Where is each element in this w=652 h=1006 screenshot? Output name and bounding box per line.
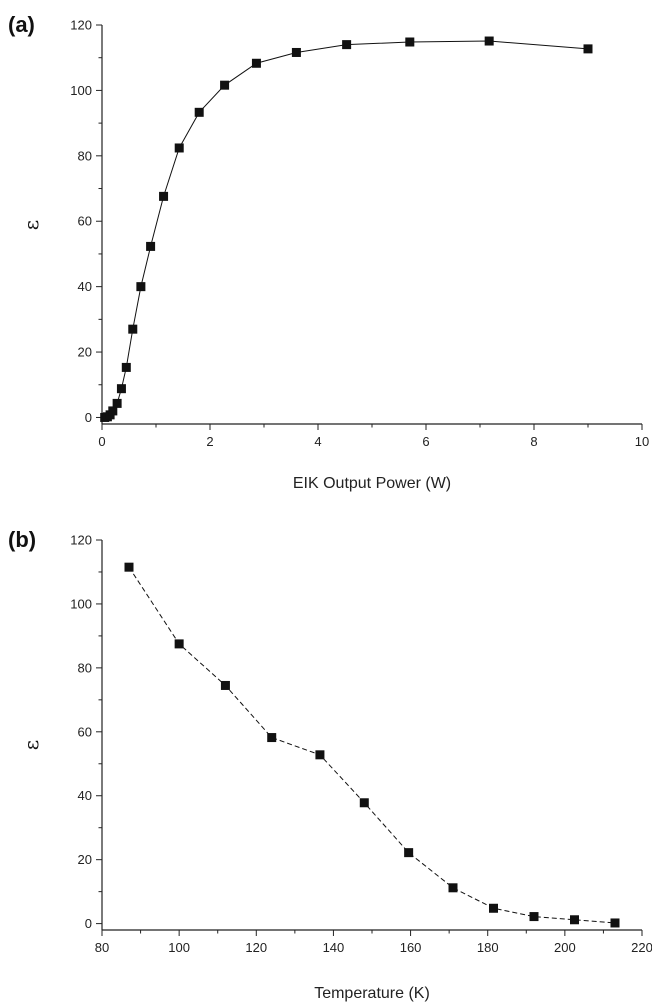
data-point-b <box>489 903 498 913</box>
data-point-b <box>448 883 458 893</box>
data-point-a <box>112 398 122 408</box>
x-tick-label-a: 10 <box>635 434 649 449</box>
y-axis-title-a: ε <box>19 220 43 230</box>
y-tick-label-a: 80 <box>78 148 92 163</box>
data-point-a <box>484 36 494 46</box>
x-tick-label-b: 140 <box>323 940 345 955</box>
chart-panel-b: (b) 80 100 120 140 160 180 200 220 0 20 40 60 80 100 1… <box>8 527 652 1002</box>
y-tick-label-a: 120 <box>70 18 92 33</box>
x-tick-label-b: 80 <box>95 940 109 955</box>
data-point-a <box>251 58 261 68</box>
plot-area-b: 80 100 120 140 160 180 200 220 0 20 40 60 80 100 120 <box>70 533 652 956</box>
data-point-b <box>359 798 369 808</box>
data-point-a <box>291 47 301 57</box>
x-tick-label-b: 200 <box>554 940 576 955</box>
data-point-a <box>146 241 156 251</box>
y-tick-label-a: 40 <box>78 279 92 294</box>
y-tick-label-a: 100 <box>70 83 92 98</box>
data-point-a <box>116 384 126 394</box>
x-tick-label-b: 100 <box>168 940 190 955</box>
y-tick-label-b: 60 <box>78 724 92 739</box>
x-tick-label-b: 120 <box>245 940 267 955</box>
y-tick-label-b: 120 <box>70 533 92 548</box>
x-axis-title-a: EIK Output Power (W) <box>293 475 451 492</box>
y-tick-label-a: 60 <box>78 214 92 229</box>
data-point-a <box>121 362 131 372</box>
series-line-a <box>104 40 589 418</box>
x-tick-label-a: 6 <box>422 434 429 449</box>
data-point-b <box>267 733 277 743</box>
data-point-b <box>124 562 134 572</box>
data-point-a <box>128 324 138 334</box>
y-axis-title-b: ε <box>19 740 43 750</box>
data-point-b <box>315 750 325 760</box>
data-point-b <box>570 915 579 925</box>
data-point-b <box>529 912 539 922</box>
panel-label-b: (b) <box>8 527 36 552</box>
x-tick-label-a: 2 <box>206 434 213 449</box>
x-tick-label-b: 160 <box>400 940 422 955</box>
x-tick-label-a: 0 <box>98 434 105 449</box>
data-point-b <box>220 680 230 690</box>
x-tick-label-a: 8 <box>530 434 537 449</box>
data-point-b <box>610 918 620 928</box>
x-axis-title-b: Temperature (K) <box>314 985 430 1002</box>
y-tick-label-a: 0 <box>85 410 92 425</box>
data-point-a <box>159 191 169 201</box>
data-point-a <box>136 282 146 292</box>
data-point-a <box>583 44 593 54</box>
panel-label-a: (a) <box>8 12 35 37</box>
data-point-a <box>108 406 118 416</box>
data-point-a <box>174 143 184 153</box>
data-point-a <box>405 37 415 47</box>
y-tick-label-b: 100 <box>70 596 92 611</box>
y-tick-label-b: 40 <box>78 788 92 803</box>
y-tick-label-b: 80 <box>78 660 92 675</box>
x-tick-label-a: 4 <box>314 434 321 449</box>
series-line-b <box>128 566 616 924</box>
data-point-a <box>220 80 230 90</box>
data-point-b <box>174 639 184 649</box>
y-tick-label-b: 0 <box>85 916 92 931</box>
data-point-a <box>342 40 352 50</box>
data-point-a <box>194 107 204 117</box>
y-tick-label-a: 20 <box>78 345 92 360</box>
x-tick-label-b: 220 <box>631 940 652 955</box>
y-tick-label-b: 20 <box>78 852 92 867</box>
x-tick-label-b: 180 <box>477 940 499 955</box>
data-point-b <box>404 848 414 858</box>
